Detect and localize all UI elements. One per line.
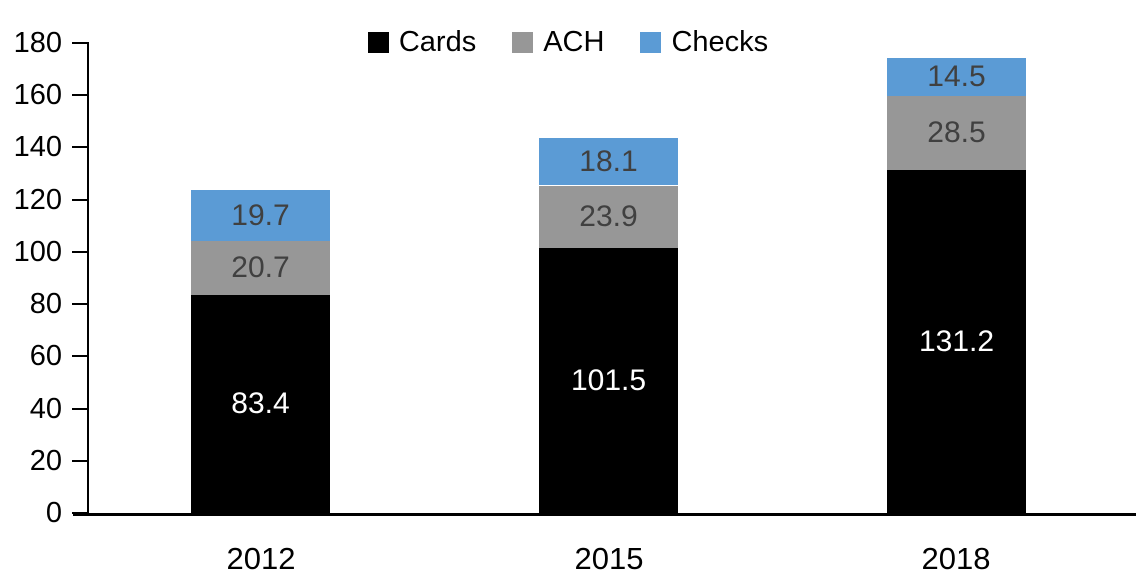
y-tick-mark	[72, 146, 87, 149]
y-tick-mark	[72, 512, 87, 514]
legend-item-ach: ACH	[512, 28, 604, 57]
y-tick-mark	[72, 42, 87, 44]
y-axis-label: 80	[29, 288, 62, 321]
bar-segment-ach: 28.5	[887, 96, 1026, 170]
bar-segment-ach: 23.9	[539, 186, 678, 248]
y-axis-line	[87, 42, 89, 515]
bar-segment-checks: 18.1	[539, 138, 678, 185]
bar-segment-value: 131.2	[918, 325, 995, 358]
legend-label: ACH	[543, 26, 605, 58]
x-axis-line	[73, 513, 1136, 516]
bar-segment-value: 14.5	[927, 60, 986, 93]
y-axis-label: 140	[13, 131, 62, 164]
y-axis-label: 40	[29, 392, 62, 425]
y-tick-mark	[72, 198, 87, 201]
bar-segment-value: 101.5	[570, 364, 647, 397]
bar-segment-value: 19.7	[231, 199, 290, 232]
legend-label: Checks	[671, 26, 769, 58]
bar-segment-value: 18.1	[579, 145, 638, 178]
legend-swatch-cards-icon	[367, 32, 389, 53]
y-axis-label: 100	[13, 235, 62, 268]
bar-segment-cards: 101.5	[539, 248, 678, 513]
y-axis-label: 0	[45, 497, 62, 529]
bar-segment-checks: 19.7	[191, 190, 330, 241]
legend-swatch-checks-icon	[640, 32, 662, 53]
legend-item-cards: Cards	[367, 26, 477, 58]
bar-segment-checks: 14.5	[887, 58, 1026, 96]
legend-label: Cards	[398, 26, 477, 58]
y-tick-mark	[72, 407, 87, 410]
x-axis-label: 2015	[574, 541, 644, 576]
x-axis-label: 2018	[921, 541, 991, 576]
bar-segment-ach: 20.7	[191, 241, 330, 295]
y-axis-label: 180	[13, 27, 62, 59]
y-axis-label: 120	[13, 183, 62, 216]
chart-legend: Cards ACH Checks	[0, 28, 1136, 57]
x-axis-label: 2012	[226, 541, 296, 576]
y-tick-mark	[72, 250, 87, 253]
y-axis-label: 60	[29, 340, 62, 373]
bar-segment-value: 83.4	[231, 387, 290, 420]
y-axis-label: 160	[13, 79, 62, 112]
bar-segment-value: 23.9	[579, 200, 638, 233]
y-tick-mark	[72, 355, 87, 358]
bar-segment-value: 28.5	[927, 116, 986, 149]
legend-swatch-ach-icon	[512, 32, 534, 53]
bar-segment-cards: 83.4	[191, 295, 330, 513]
y-tick-mark	[72, 303, 87, 306]
y-axis-label: 20	[29, 444, 62, 477]
y-tick-mark	[72, 94, 87, 97]
bar-segment-value: 20.7	[231, 251, 290, 284]
y-tick-mark	[72, 459, 87, 462]
legend-item-checks: Checks	[640, 28, 768, 57]
bar-segment-cards: 131.2	[887, 170, 1026, 513]
